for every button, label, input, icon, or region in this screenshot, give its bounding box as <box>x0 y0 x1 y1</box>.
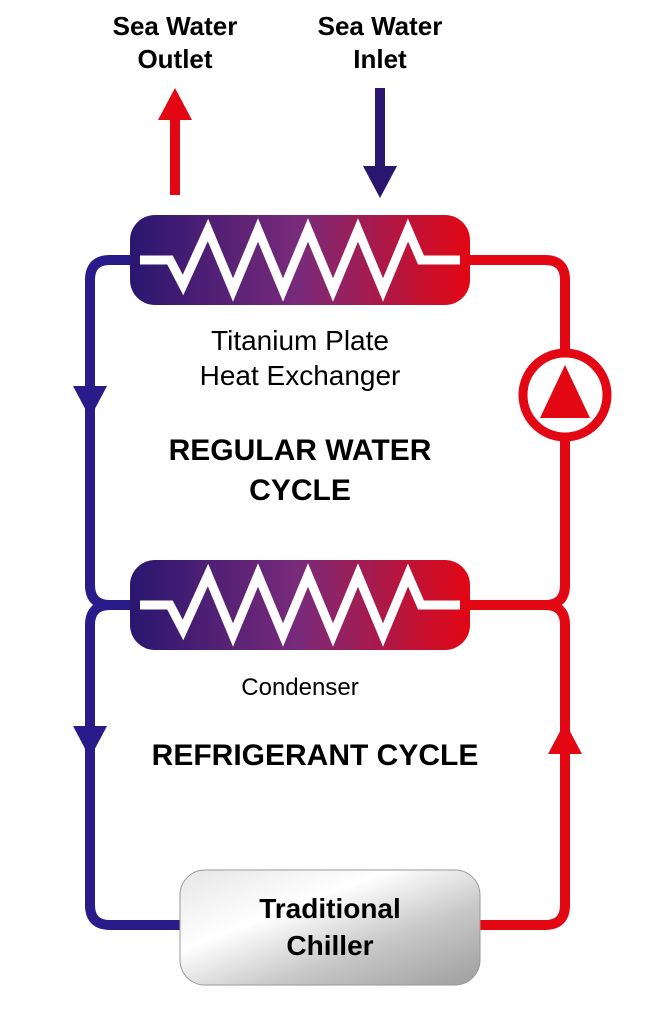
traditional-chiller: Traditional Chiller <box>180 870 480 985</box>
hx-label-1: Titanium Plate <box>211 325 389 356</box>
outlet-label-2: Outlet <box>137 44 212 74</box>
pump-icon <box>523 353 607 437</box>
hx-label-2: Heat Exchanger <box>200 360 401 391</box>
inlet-label-1: Sea Water <box>318 11 443 41</box>
inlet-label-2: Inlet <box>353 44 407 74</box>
chiller-label-2: Chiller <box>286 930 373 961</box>
condenser-label: Condenser <box>241 674 358 701</box>
chiller-label-1: Traditional <box>259 893 401 924</box>
cycle2-label: REFRIGERANT CYCLE <box>152 739 479 772</box>
loop2-red-arrow-icon <box>548 722 582 754</box>
heat-exchanger-top <box>130 215 470 305</box>
cycle1-label-2: CYCLE <box>249 474 351 507</box>
loop1-cold-pipe <box>90 260 135 605</box>
loop2-hot-pipe <box>465 605 565 925</box>
sea-water-outlet-arrow <box>158 88 192 195</box>
loop2-blue-arrow-icon <box>73 726 107 758</box>
diagram-canvas: Sea Water Outlet Sea Water Inlet Traditi… <box>0 0 650 1010</box>
cycle1-label-1: REGULAR WATER <box>169 434 432 467</box>
outlet-label-1: Sea Water <box>113 11 238 41</box>
sea-water-inlet-arrow <box>363 88 397 198</box>
loop1-blue-arrow-icon <box>73 386 107 418</box>
heat-exchanger-bottom <box>130 560 470 650</box>
